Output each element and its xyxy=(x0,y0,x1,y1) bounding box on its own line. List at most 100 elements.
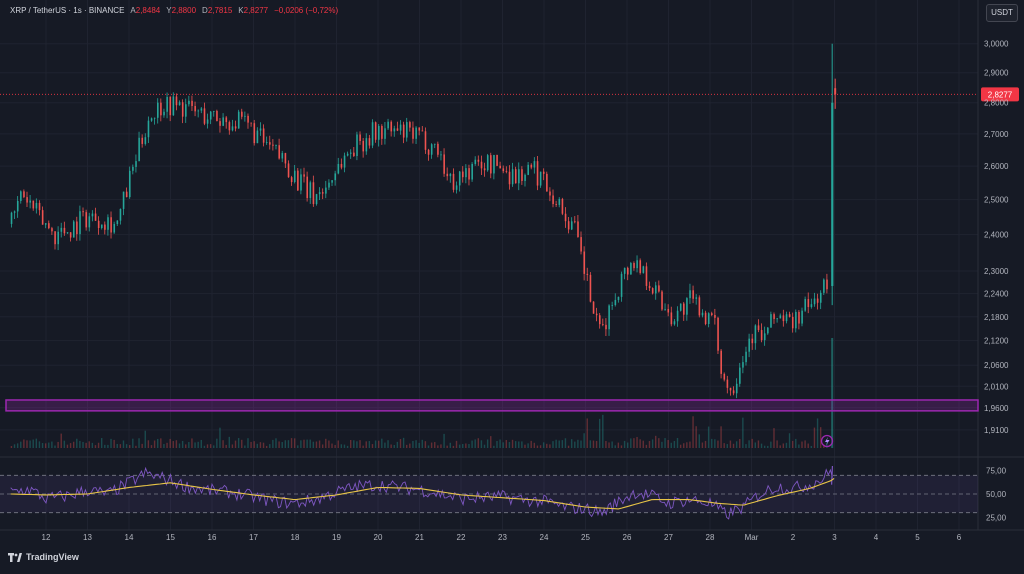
volume-bar xyxy=(141,443,143,448)
symbol-title[interactable]: XRP / TetherUS · 1s · BINANCE xyxy=(10,6,125,15)
candle xyxy=(437,143,439,155)
volume-bar xyxy=(169,438,171,448)
candle xyxy=(63,227,66,234)
candle xyxy=(119,208,122,221)
volume-bar xyxy=(256,443,259,448)
candle xyxy=(804,299,807,311)
candle xyxy=(564,213,567,222)
candle xyxy=(480,161,483,169)
candle xyxy=(346,153,349,156)
candle xyxy=(144,137,147,144)
candle xyxy=(763,333,766,341)
volume-bar xyxy=(776,440,778,448)
candle xyxy=(486,155,489,171)
candle xyxy=(698,297,701,316)
volume-bar xyxy=(574,441,576,448)
candle xyxy=(692,290,694,299)
time-tick-label: 21 xyxy=(415,533,424,542)
candle xyxy=(595,313,598,316)
candle xyxy=(300,174,302,191)
candle xyxy=(642,266,645,273)
tradingview-logo[interactable]: TradingView xyxy=(8,552,79,562)
volume-bar xyxy=(253,441,255,448)
candle xyxy=(614,299,617,306)
tradingview-icon xyxy=(8,552,22,562)
time-tick-label: 27 xyxy=(664,533,673,542)
candle xyxy=(60,227,63,232)
price-tick-label: 2,0100 xyxy=(984,382,1009,391)
candle xyxy=(757,325,760,331)
volume-bar xyxy=(452,445,455,448)
candle xyxy=(216,110,218,122)
volume-bar xyxy=(175,440,178,448)
volume-bar xyxy=(468,443,470,448)
candle xyxy=(518,169,520,184)
volume-bar xyxy=(203,445,206,448)
candle xyxy=(259,128,262,131)
volume-bar xyxy=(13,444,16,448)
volume-bar xyxy=(378,440,380,448)
volume-bar xyxy=(290,438,293,448)
time-tick-label: 18 xyxy=(291,533,300,542)
volume-bar xyxy=(760,443,763,448)
candle xyxy=(542,171,545,174)
volume-bar xyxy=(546,443,548,448)
candle xyxy=(823,279,825,293)
candle xyxy=(72,221,75,238)
candle xyxy=(306,176,309,199)
candle xyxy=(272,144,274,146)
candle xyxy=(325,187,327,194)
candle xyxy=(51,228,53,232)
candle xyxy=(795,311,797,329)
candle xyxy=(754,325,757,344)
volume-bar xyxy=(340,444,343,448)
candle xyxy=(732,390,735,394)
volume-bar xyxy=(779,445,781,448)
candle xyxy=(250,122,252,124)
candle xyxy=(135,161,137,167)
time-tick-label: 4 xyxy=(874,533,879,542)
candle xyxy=(157,102,159,118)
volume-bar xyxy=(200,439,202,448)
candle xyxy=(611,305,614,306)
volume-bar xyxy=(91,442,94,448)
volume-bar xyxy=(427,445,430,448)
currency-button[interactable]: USDT xyxy=(986,4,1018,22)
volume-bar xyxy=(717,440,719,448)
candle xyxy=(356,134,358,157)
candle xyxy=(462,171,464,178)
flash-event-icon xyxy=(825,437,830,446)
candle xyxy=(206,119,209,124)
high-value: 2,8800 xyxy=(171,6,197,15)
volume-bar xyxy=(636,436,638,448)
candle xyxy=(739,367,741,384)
candle xyxy=(197,110,200,112)
candle xyxy=(178,102,181,106)
candle xyxy=(474,159,477,164)
volume-bar xyxy=(406,444,408,448)
volume-bar xyxy=(742,417,744,448)
volume-bar xyxy=(810,445,813,448)
candle xyxy=(816,298,819,303)
candle xyxy=(443,154,445,174)
brand-name: TradingView xyxy=(26,552,79,562)
volume-bar xyxy=(44,443,47,448)
volume-bar xyxy=(831,338,834,448)
volume-bar xyxy=(100,438,103,448)
open-value: 2,8484 xyxy=(135,6,161,15)
price-tick-label: 2,8000 xyxy=(984,99,1009,108)
candle xyxy=(231,126,234,131)
volume-bar xyxy=(144,430,146,448)
candle xyxy=(770,314,772,328)
candle xyxy=(831,102,834,286)
price-tick-label: 2,9000 xyxy=(984,69,1009,78)
volume-bar xyxy=(287,440,290,448)
volume-bar xyxy=(514,441,517,448)
candle xyxy=(349,152,352,154)
candle xyxy=(539,171,542,186)
volume-bar xyxy=(281,442,283,448)
time-tick-label: 22 xyxy=(457,533,466,542)
candle xyxy=(714,315,716,318)
